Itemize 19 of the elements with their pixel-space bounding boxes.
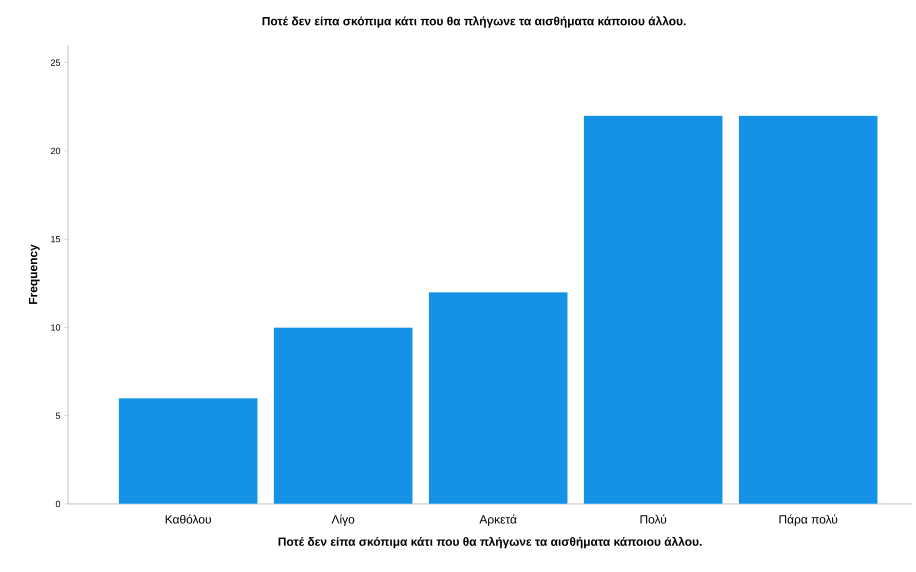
- bar: [738, 115, 878, 504]
- bar: [118, 398, 258, 504]
- x-tick-label: Αρκετά: [479, 514, 517, 526]
- y-tick-label: 5: [56, 412, 60, 419]
- y-tick-label: 15: [51, 236, 60, 242]
- y-axis-title: Frequency: [28, 244, 40, 304]
- bar: [273, 327, 413, 504]
- bar: [428, 292, 568, 504]
- x-axis-title: Ποτέ δεν είπα σκόπιμα κάτι που θα πλήγωνε τα αισθήματα κάποιου άλλου.: [278, 536, 702, 548]
- x-tick-label: Καθόλου: [166, 514, 211, 524]
- bar: [583, 115, 723, 504]
- y-tick-label: 10: [51, 324, 60, 331]
- chart-title: Ποτέ δεν είπα σκόπιμα κάτι που θα πλήγωνε τα αισθήματα κάποιου άλλου.: [262, 16, 686, 28]
- x-tick-label: Λίγο: [332, 514, 354, 526]
- x-tick-label: Πάρα πολύ: [779, 514, 838, 526]
- y-tick-label: 0: [56, 500, 60, 508]
- x-tick-label: Πολύ: [640, 514, 666, 524]
- y-tick-label: 25: [50, 59, 60, 66]
- y-tick-label: 20: [50, 148, 60, 154]
